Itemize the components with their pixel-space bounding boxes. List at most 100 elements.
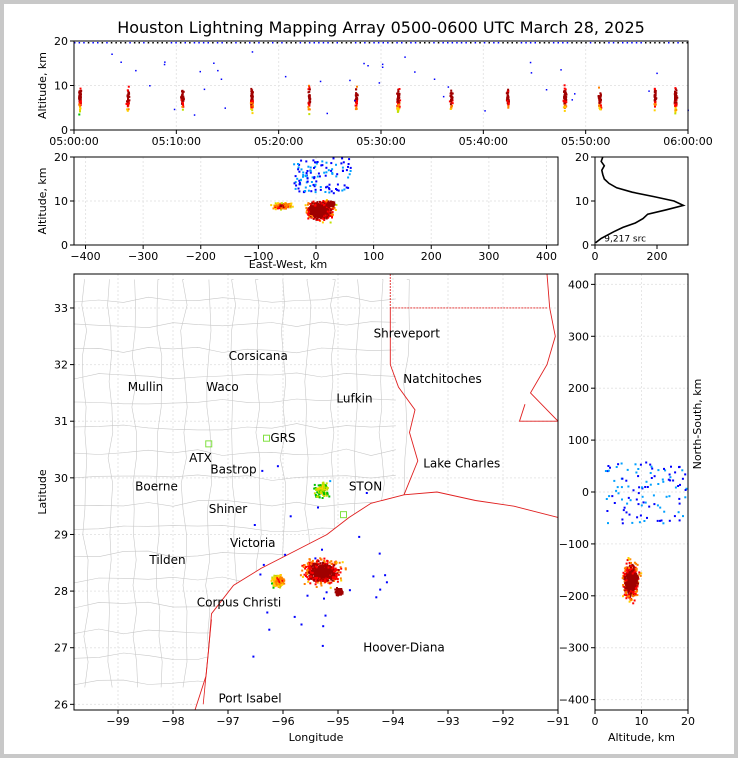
lightning-source bbox=[276, 574, 279, 577]
upper-source bbox=[317, 172, 320, 175]
ns-scattered-source bbox=[606, 510, 609, 512]
storm-source bbox=[318, 219, 321, 222]
lightning-source bbox=[310, 567, 313, 570]
lightning-source bbox=[319, 484, 322, 487]
city-label: Waco bbox=[206, 380, 238, 394]
top-source bbox=[133, 42, 136, 44]
lightning-source bbox=[316, 579, 319, 582]
lightning-source bbox=[314, 562, 317, 565]
top-source bbox=[658, 42, 661, 44]
scattered-source bbox=[314, 557, 317, 560]
lightning-source bbox=[335, 573, 337, 576]
top-source bbox=[179, 42, 182, 44]
lightning-source bbox=[331, 575, 334, 578]
upper-source bbox=[310, 181, 313, 183]
upper-source bbox=[341, 189, 344, 192]
upper-source bbox=[305, 174, 308, 177]
burst-source bbox=[251, 101, 254, 104]
burst-source bbox=[599, 94, 602, 97]
city-label: Hoover-Diana bbox=[363, 641, 445, 655]
burst-source bbox=[251, 100, 254, 103]
scattered-source bbox=[276, 465, 279, 468]
storm-source bbox=[290, 202, 293, 205]
ns-scattered-source bbox=[631, 521, 634, 524]
ns-scattered-source bbox=[649, 463, 652, 466]
ns-source bbox=[629, 574, 632, 577]
top-source bbox=[184, 42, 186, 44]
storm-source bbox=[289, 206, 292, 209]
top-source bbox=[525, 42, 527, 44]
lightning-source bbox=[322, 481, 325, 484]
axes-frame bbox=[73, 273, 559, 711]
scattered-source bbox=[325, 591, 328, 594]
top-source bbox=[267, 42, 269, 44]
top-source bbox=[244, 42, 246, 44]
scattered-source bbox=[120, 61, 122, 63]
top-source bbox=[170, 42, 173, 44]
county-border bbox=[74, 372, 396, 380]
ns-core-source bbox=[637, 576, 639, 579]
lightning-source bbox=[332, 566, 335, 568]
burst-source bbox=[654, 96, 657, 99]
lightning-source bbox=[278, 575, 281, 578]
storm-source bbox=[280, 207, 283, 210]
ns-source bbox=[625, 592, 627, 595]
lightning-source bbox=[306, 576, 309, 579]
y-tick-label: 10 bbox=[575, 195, 589, 208]
top-source bbox=[83, 42, 85, 44]
y-tick-label: 10 bbox=[54, 195, 68, 208]
ns-source bbox=[628, 580, 631, 583]
lightning-source bbox=[303, 573, 306, 576]
top-source bbox=[110, 42, 113, 44]
storm-source bbox=[316, 217, 319, 220]
scattered-source bbox=[262, 563, 265, 566]
top-source bbox=[612, 42, 615, 44]
upper-source bbox=[309, 171, 312, 174]
city-label: Lake Charles bbox=[423, 457, 500, 471]
x-tick-label: 10 bbox=[635, 715, 649, 728]
lma-figure: Houston Lightning Mapping Array 0500-060… bbox=[36, 18, 713, 744]
ns-source bbox=[632, 564, 635, 567]
lightning-source bbox=[276, 577, 279, 580]
storm-source bbox=[323, 204, 325, 206]
burst-source bbox=[79, 107, 82, 110]
ns-source bbox=[635, 569, 638, 572]
ns-scattered-source bbox=[607, 469, 610, 472]
burst-source bbox=[181, 105, 184, 108]
burst-source bbox=[308, 113, 311, 116]
ns-source bbox=[629, 590, 632, 592]
upper-source bbox=[302, 191, 305, 194]
core-source bbox=[330, 201, 333, 204]
burst-source bbox=[250, 103, 253, 106]
burst-source bbox=[506, 92, 509, 95]
storm-source bbox=[314, 208, 317, 211]
figure-title: Houston Lightning Mapping Array 0500-060… bbox=[117, 18, 645, 37]
upper-source bbox=[298, 183, 301, 186]
upper-source bbox=[314, 161, 316, 164]
x-tick-label: −100 bbox=[243, 250, 273, 263]
top-source bbox=[451, 42, 454, 44]
ns-core-source bbox=[632, 578, 635, 580]
upper-source bbox=[331, 168, 334, 171]
upper-source bbox=[328, 188, 331, 191]
burst-source bbox=[674, 90, 676, 93]
lightning-source bbox=[315, 586, 318, 588]
storm-source bbox=[310, 213, 312, 215]
ns-source bbox=[634, 592, 637, 595]
burst-source bbox=[507, 105, 510, 108]
county-border bbox=[74, 499, 396, 508]
burst-source bbox=[563, 103, 566, 106]
lightning-source bbox=[326, 575, 329, 578]
ns-scattered-source bbox=[611, 495, 614, 498]
y-tick-label: 28 bbox=[54, 585, 68, 598]
x-tick-label: 200 bbox=[421, 250, 442, 263]
scattered-source bbox=[164, 61, 166, 63]
lightning-source bbox=[274, 585, 277, 588]
storm-source bbox=[281, 206, 284, 209]
lightning-source bbox=[321, 485, 324, 488]
top-source bbox=[401, 42, 403, 44]
burst-source bbox=[355, 92, 358, 95]
upper-source bbox=[305, 160, 308, 163]
upper-source bbox=[293, 163, 296, 166]
burst-source bbox=[126, 89, 129, 92]
